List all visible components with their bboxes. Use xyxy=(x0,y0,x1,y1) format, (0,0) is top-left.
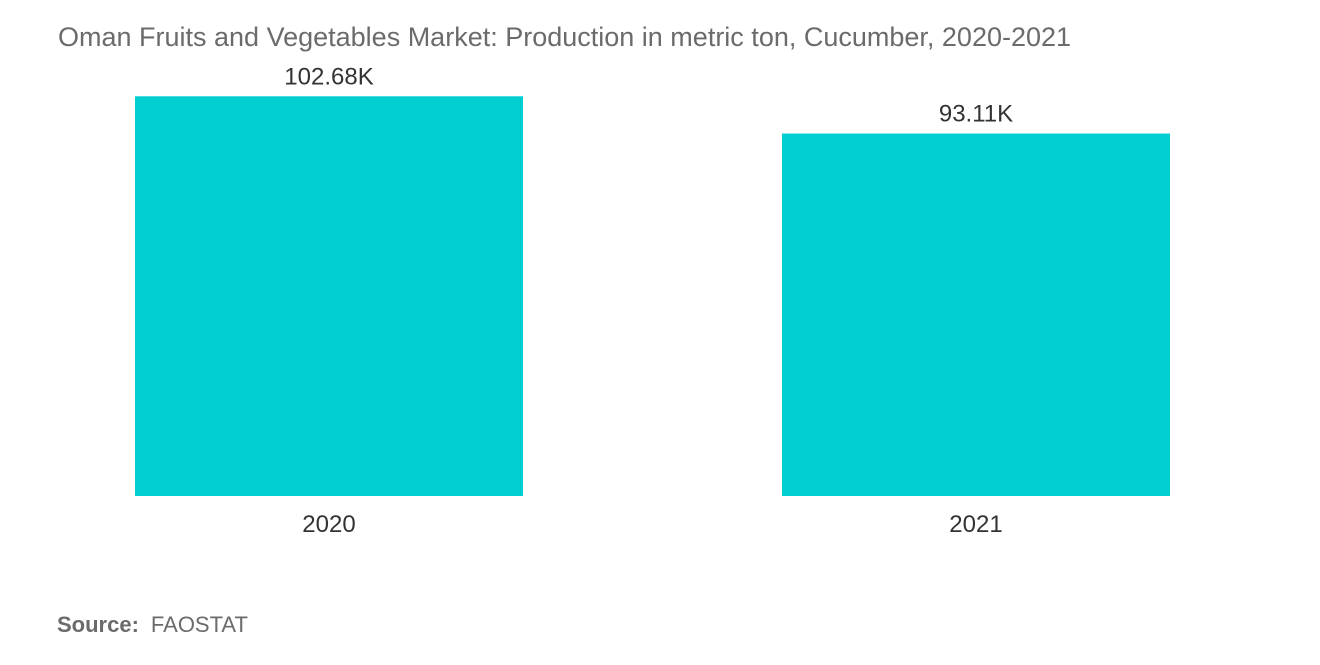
source-value: FAOSTAT xyxy=(150,612,248,637)
x-tick-label-2020: 2020 xyxy=(302,511,355,538)
source-note: Source: FAOSTAT xyxy=(57,612,248,638)
x-tick-label-2021: 2021 xyxy=(949,511,1002,538)
bar-2021 xyxy=(782,133,1170,496)
data-label-2021: 93.11K xyxy=(939,101,1013,128)
chart-title: Oman Fruits and Vegetables Market: Produ… xyxy=(58,22,1072,52)
data-label-2020: 102.68K xyxy=(284,63,373,90)
bar-2020 xyxy=(135,96,523,496)
bar-chart: 102.68K 2020 93.11K 2021 xyxy=(135,63,1170,538)
source-label: Source: xyxy=(57,612,139,637)
